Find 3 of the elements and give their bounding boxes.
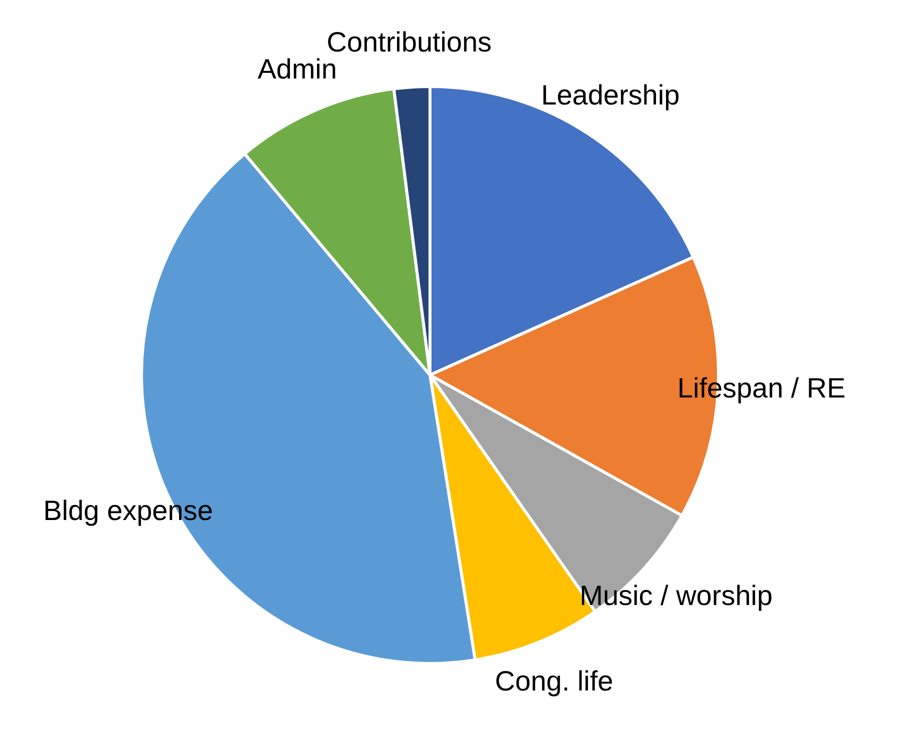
slice-label: Music / worship: [580, 580, 773, 612]
slice-label: Cong. life: [494, 665, 614, 696]
slice-label: Leadership: [541, 79, 680, 110]
